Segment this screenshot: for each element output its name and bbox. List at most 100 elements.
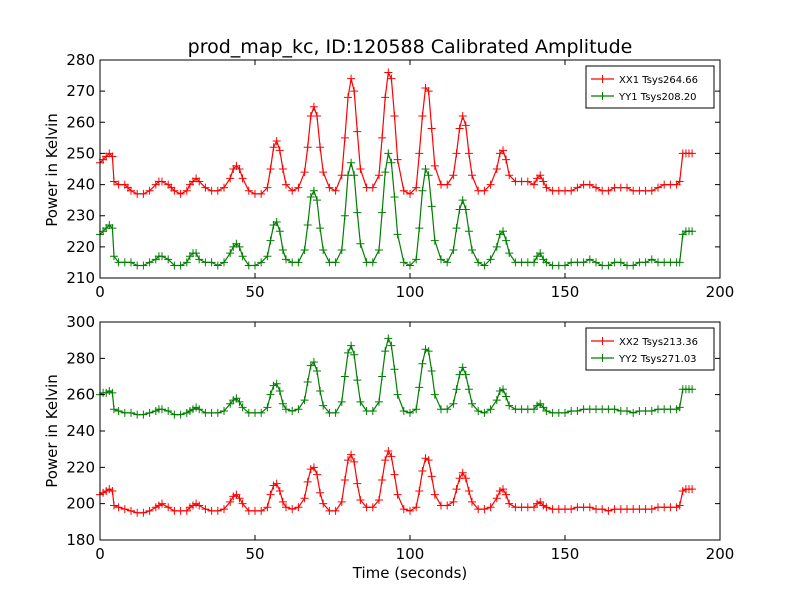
top-series-0-point-96 <box>505 171 514 180</box>
top-series-1-point-74 <box>421 165 430 173</box>
bottom-series-1-point-5 <box>109 405 118 414</box>
top-series-0-point-37 <box>263 183 272 192</box>
top-series-0-point-40 <box>272 136 281 145</box>
bottom-series-1-point-30 <box>235 397 244 406</box>
bottom-series-0-point-70 <box>406 506 414 515</box>
top-y-tick-label-4: 250 <box>66 144 95 162</box>
top-series-1-point-105 <box>561 261 569 270</box>
top-series-0-point-56 <box>340 133 349 142</box>
top-series-0-point-94 <box>499 146 507 155</box>
bottom-series-1-point-75 <box>424 347 433 356</box>
top-series-0-point-61 <box>356 165 365 173</box>
top-series-0-point-45 <box>294 183 303 192</box>
bottom-series-0-point-89 <box>486 503 495 512</box>
bottom-series-1-point-93 <box>502 392 511 401</box>
bottom-series-1-point-47 <box>309 357 318 366</box>
top-series-0-point-27 <box>213 186 222 195</box>
bottom-series-0-point-92 <box>499 485 507 494</box>
top-series-0-point-95 <box>502 155 511 164</box>
top-series-1-point-11 <box>145 258 154 267</box>
bottom-series-1-point-66 <box>387 341 396 350</box>
bottom-series-0-point-36 <box>266 490 275 499</box>
bottom-series-1-point-41 <box>282 405 290 414</box>
top-series-0-point-9 <box>127 186 135 195</box>
top-series-1-point-72 <box>415 224 424 233</box>
bottom-series-1-point-57 <box>350 350 359 359</box>
top-series-0-point-58 <box>347 74 356 83</box>
bottom-series-0-point-72 <box>415 486 424 495</box>
top-series-0-point-100 <box>530 180 538 189</box>
top-series-0-point-42 <box>278 165 287 173</box>
top-series-1-point-57 <box>350 171 359 180</box>
bottom-series-0-point-90 <box>492 494 501 503</box>
bottom-series-0-point-76 <box>427 472 436 481</box>
bottom-series-1-point-11 <box>145 408 154 417</box>
top-series-1-point-30 <box>235 242 244 251</box>
bottom-series-0-point-30 <box>235 494 244 503</box>
top-series-0-point-90 <box>480 186 489 195</box>
top-series-1-point-4 <box>108 224 117 233</box>
top-series-1-point-98 <box>530 258 538 267</box>
bottom-series-1-point-15 <box>164 407 173 416</box>
top-series-1-point-24 <box>207 258 216 267</box>
bottom-series-1-point-124 <box>675 403 684 412</box>
top-series-line-1 <box>99 153 693 267</box>
bottom-series-0-point-54 <box>340 476 349 485</box>
top-series-1-point-36 <box>266 236 275 245</box>
bottom-series-0-point-43 <box>294 503 303 512</box>
top-series-1-point-77 <box>430 236 439 245</box>
top-series-0-point-32 <box>235 165 244 173</box>
bottom-legend-box <box>585 327 715 371</box>
top-series-1-point-14 <box>158 252 166 261</box>
bottom-series-0-point-59 <box>356 496 365 505</box>
top-series-1-point-58 <box>353 208 362 217</box>
bottom-series-1-point-10 <box>139 410 148 419</box>
bottom-series-0-point-38 <box>272 479 281 488</box>
bottom-series-0-point-55 <box>344 456 352 465</box>
bottom-series-0-point-73 <box>418 466 427 475</box>
bottom-series-0-point-67 <box>390 470 399 479</box>
top-series-0-point-15 <box>158 177 166 186</box>
bottom-series-0-point-62 <box>375 496 383 505</box>
bottom-y-tick-label-2: 220 <box>66 458 95 476</box>
top-series-0-point-33 <box>238 174 247 183</box>
top-series-0-point-111 <box>585 180 594 189</box>
top-series-0-point-82 <box>449 171 458 180</box>
top-series-0-point-104 <box>542 183 551 192</box>
bottom-series-1-point-63 <box>378 372 387 381</box>
bottom-series-1-point-26 <box>220 407 228 416</box>
bottom-y-tick-label-3: 240 <box>66 422 95 440</box>
top-series-1-point-65 <box>384 149 393 158</box>
top-series-1-point-94 <box>505 249 514 258</box>
top-series-0-point-69 <box>390 112 399 121</box>
bottom-series-0-point-25 <box>213 506 222 515</box>
bottom-series-0-point-15 <box>164 503 173 512</box>
bottom-series-1-point-6 <box>114 407 123 416</box>
bottom-y-tick-label-5: 280 <box>66 349 95 367</box>
bottom-series-1-point-80 <box>449 399 458 408</box>
bottom-series-0-point-58 <box>353 479 362 488</box>
top-series-0-point-29 <box>226 174 235 183</box>
top-series-1-point-102 <box>542 258 551 267</box>
bottom-series-0-point-71 <box>412 503 421 512</box>
top-legend-label-1: YY1 Tsys208.20 <box>618 92 697 103</box>
top-series-0-point-78 <box>427 124 436 133</box>
chart-title: prod_map_kc, ID:120588 Calibrated Amplit… <box>188 36 633 58</box>
top-series-1-point-116 <box>629 261 638 270</box>
bottom-series-0-point-10 <box>139 508 148 517</box>
bottom-series-0 <box>96 446 697 517</box>
top-series-0-point-5 <box>109 177 118 186</box>
bottom-series-1-point-38 <box>272 379 281 388</box>
bottom-series-1-point-59 <box>356 397 365 406</box>
bottom-series-0-point-61 <box>368 503 377 512</box>
top-series-0-point-72 <box>406 189 414 198</box>
top-series-0-point-68 <box>387 74 396 83</box>
bottom-series-1-point-89 <box>486 405 495 414</box>
bottom-series-0-point-34 <box>257 506 266 515</box>
bottom-series-1-point-64 <box>381 347 390 356</box>
top-series-0-point-24 <box>195 177 204 186</box>
bottom-series-1-point-86 <box>468 399 476 408</box>
bottom-series-1-point-4 <box>108 388 117 397</box>
bottom-series-line-0 <box>99 449 693 514</box>
top-series-0-point-117 <box>623 183 631 192</box>
